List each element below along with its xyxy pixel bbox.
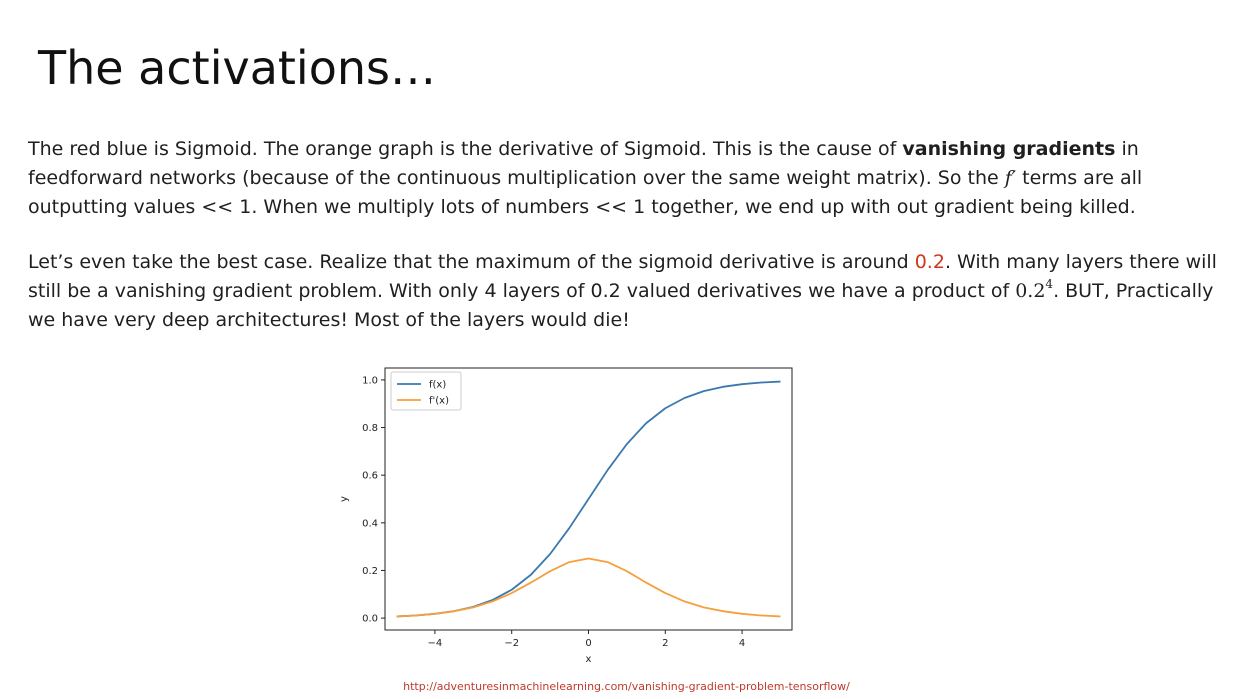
p1-text-3: terms are all outputting values << 1. Wh… <box>28 167 1143 218</box>
y-tick-label: 0.2 <box>362 566 378 577</box>
y-axis-label: y <box>339 496 350 502</box>
p2-text-2: . With many layers there will still be a… <box>28 251 1217 302</box>
y-tick-label: 0.4 <box>362 518 378 529</box>
paragraph-best-case: Let’s even take the best case. Realize t… <box>28 248 1246 335</box>
p2-math-base: 0.2 <box>1015 280 1046 302</box>
series-line-0 <box>396 380 781 618</box>
y-tick-label: 1.0 <box>362 375 378 386</box>
p2-math-exponent: 4 <box>1045 276 1054 291</box>
x-tick-label: 0 <box>585 638 591 649</box>
p2-highlight-value: 0.2 <box>914 251 945 273</box>
p1-text-2: in feedforward networks (because of the … <box>28 138 1139 189</box>
y-tick-label: 0.0 <box>362 614 378 625</box>
x-tick-label: 2 <box>662 638 668 649</box>
p1-bold-term: vanishing gradients <box>902 138 1116 160</box>
x-tick-label: −4 <box>428 638 443 649</box>
legend-label-1: f'(x) <box>429 396 449 407</box>
paragraph-sigmoid-explanation: The red blue is Sigmoid. The orange grap… <box>28 135 1246 222</box>
p2-text-3: . BUT, Practically we have very deep arc… <box>28 280 1214 331</box>
series-line-1 <box>396 557 781 618</box>
source-link[interactable]: http://adventuresinmachinelearning.com/v… <box>403 680 850 693</box>
y-tick-label: 0.8 <box>362 423 378 434</box>
x-axis-label: x <box>586 654 592 665</box>
slide-title: The activations… <box>38 41 436 95</box>
p1-math-fprime: f′ <box>1004 167 1017 189</box>
p1-text-1: The red blue is Sigmoid. The orange grap… <box>28 138 903 160</box>
sigmoid-chart: −4 −2 0 2 4 0.0 0.2 0.4 0.6 0.8 1.0 x y f(x) f'(x) <box>339 367 793 665</box>
p2-text-1: Let’s even take the best case. Realize t… <box>28 251 915 273</box>
plot-area: −4 −2 0 2 4 0.0 0.2 0.4 0.6 0.8 1.0 x y f(x) f'(x) <box>339 367 793 665</box>
legend-box <box>390 371 462 411</box>
y-tick-label: 0.6 <box>362 471 378 482</box>
x-tick-label: 4 <box>739 638 745 649</box>
x-tick-label: −2 <box>504 638 519 649</box>
legend-label-0: f(x) <box>429 380 446 391</box>
